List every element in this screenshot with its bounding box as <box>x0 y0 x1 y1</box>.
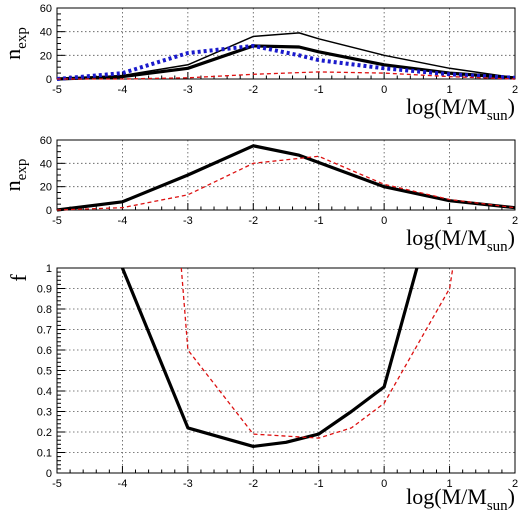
y-tick-label: 0.5 <box>37 366 52 378</box>
x-tick-label: -1 <box>314 215 324 227</box>
x-tick-label: -2 <box>248 215 258 227</box>
x-tick-label: 1 <box>447 84 453 96</box>
x-tick-label: 1 <box>447 215 453 227</box>
y-axis-label-main: f <box>6 274 31 282</box>
x-axis-label-main: log(M/M <box>406 94 487 119</box>
series-line-thick-black <box>57 44 515 81</box>
series-line-thick-black <box>120 267 419 448</box>
x-tick-label: -5 <box>52 84 62 96</box>
x-tick-label: -5 <box>52 215 62 227</box>
x-axis-label-close: ) <box>508 484 515 509</box>
y-tick-label: 0.1 <box>37 448 52 460</box>
x-tick-label: 2 <box>512 84 518 96</box>
y-axis-label-main: n <box>0 180 25 191</box>
x-tick-label: 0 <box>381 478 387 490</box>
y-tick-label: 0 <box>46 205 52 217</box>
y-tick-label: 0 <box>46 468 52 480</box>
series-line-thick-black <box>57 144 515 212</box>
x-tick-label: -1 <box>314 478 324 490</box>
y-axis-label-sub: exp <box>14 27 30 49</box>
y-tick-label: 0.4 <box>37 386 52 398</box>
y-axis-label: nexp <box>0 27 30 60</box>
series-line-thin-red-dashed <box>180 267 454 439</box>
y-tick-label: 20 <box>40 50 52 62</box>
x-tick-label: -3 <box>183 215 193 227</box>
x-axis-label-close: ) <box>508 94 515 119</box>
x-axis-label-close: ) <box>508 225 515 250</box>
x-tick-label: 0 <box>381 215 387 227</box>
y-tick-label: 60 <box>40 135 52 147</box>
x-tick-label: -2 <box>248 478 258 490</box>
x-axis-label-sub: sun <box>487 498 508 514</box>
y-tick-label: 0.6 <box>37 345 52 357</box>
x-tick-label: -5 <box>52 478 62 490</box>
x-tick-label: 2 <box>512 215 518 227</box>
x-tick-label: 0 <box>381 84 387 96</box>
x-tick-label: -4 <box>118 84 128 96</box>
panel-bottom: -5 -4 -3 -2 -1 0 1 2 0 0.1 0.2 0.3 0.4 0.5 0.6 0.7 0.8 0.… <box>6 263 518 514</box>
x-tick-label: 1 <box>447 478 453 490</box>
series-line-thick-blue-dotted <box>57 43 515 81</box>
series-line-thin-black <box>57 32 515 80</box>
x-axis-label: log(M/Msun) <box>406 484 515 514</box>
series-line-thin-red-dashed <box>57 71 515 80</box>
y-tick-label: 0.7 <box>37 325 52 337</box>
x-tick-label: -3 <box>183 478 193 490</box>
y-axis-label: f <box>6 274 31 282</box>
x-tick-label: -4 <box>118 478 128 490</box>
y-tick-label: 40 <box>40 158 52 170</box>
x-tick-label: -4 <box>118 215 128 227</box>
y-tick-label: 0.9 <box>37 284 52 296</box>
y-tick-label: 20 <box>40 182 52 194</box>
x-axis-label-sub: sun <box>487 239 508 255</box>
x-tick-label: -1 <box>314 84 324 96</box>
x-axis-label-sub: sun <box>487 108 508 124</box>
y-tick-label: 1 <box>46 263 52 275</box>
y-axis-label-sub: exp <box>14 159 30 181</box>
x-tick-label: -3 <box>183 84 193 96</box>
y-tick-label: 60 <box>40 3 52 15</box>
x-axis-label-main: log(M/M <box>406 225 487 250</box>
x-tick-label: -2 <box>248 84 258 96</box>
y-tick-label: 40 <box>40 27 52 39</box>
x-axis-label: log(M/Msun) <box>406 225 515 255</box>
x-axis-label: log(M/Msun) <box>406 94 515 124</box>
y-tick-label: 0 <box>46 74 52 86</box>
x-tick-label: 2 <box>512 478 518 490</box>
x-axis-label-main: log(M/M <box>406 484 487 509</box>
y-tick-label: 0.3 <box>37 407 52 419</box>
y-axis-label: nexp <box>0 159 30 192</box>
y-axis-label-main: n <box>0 49 25 60</box>
y-tick-label: 0.8 <box>37 304 52 316</box>
y-tick-label: 0.2 <box>37 427 52 439</box>
